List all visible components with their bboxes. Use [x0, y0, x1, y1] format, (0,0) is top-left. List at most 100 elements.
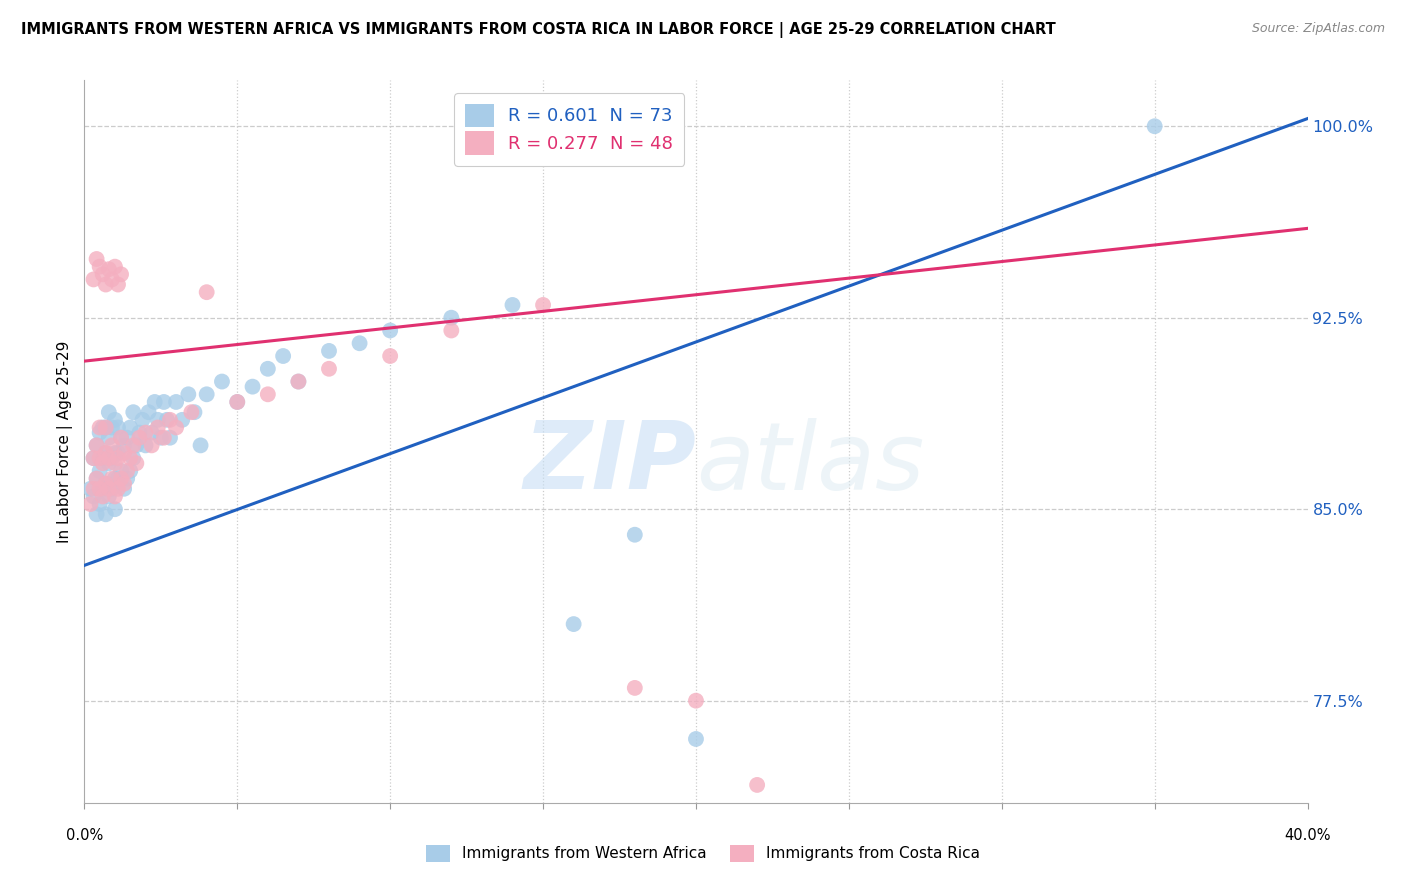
Point — [159, 413, 181, 427]
Point — [177, 387, 200, 401]
Point — [120, 451, 142, 466]
Point — [115, 431, 138, 445]
Point — [122, 405, 145, 419]
Point — [122, 451, 145, 466]
Point — [128, 431, 150, 445]
Point — [685, 731, 707, 746]
Point — [190, 438, 212, 452]
Point — [94, 476, 117, 491]
Point — [89, 464, 111, 478]
Point — [107, 451, 129, 466]
Point — [125, 438, 148, 452]
Text: ZIP: ZIP — [523, 417, 696, 509]
Point — [624, 527, 647, 541]
Point — [89, 260, 111, 274]
Point — [97, 482, 120, 496]
Point — [287, 375, 309, 389]
Point — [83, 451, 105, 466]
Point — [97, 456, 120, 470]
Point — [440, 310, 463, 325]
Point — [101, 420, 124, 434]
Point — [89, 482, 111, 496]
Point — [104, 490, 127, 504]
Point — [97, 451, 120, 466]
Point — [502, 298, 524, 312]
Point — [107, 277, 129, 292]
Point — [120, 420, 142, 434]
Point — [112, 476, 135, 491]
Point — [94, 508, 117, 522]
Text: 0.0%: 0.0% — [66, 829, 103, 843]
Point — [89, 497, 111, 511]
Point — [110, 431, 132, 445]
Point — [94, 446, 117, 460]
Point — [165, 420, 187, 434]
Point — [180, 405, 202, 419]
Point — [128, 425, 150, 440]
Point — [107, 446, 129, 460]
Point — [104, 472, 127, 486]
Point — [107, 482, 129, 496]
Point — [195, 387, 218, 401]
Point — [89, 420, 111, 434]
Point — [101, 482, 124, 496]
Point — [94, 420, 117, 434]
Point — [107, 420, 129, 434]
Point — [1143, 120, 1166, 134]
Point — [101, 438, 124, 452]
Point — [211, 375, 233, 389]
Point — [112, 482, 135, 496]
Point — [380, 323, 402, 337]
Point — [89, 425, 111, 440]
Point — [146, 413, 169, 427]
Point — [165, 395, 187, 409]
Point — [747, 778, 769, 792]
Point — [83, 451, 105, 466]
Point — [91, 482, 114, 496]
Point — [122, 438, 145, 452]
Point — [91, 420, 114, 434]
Point — [115, 464, 138, 478]
Point — [104, 260, 127, 274]
Point — [101, 472, 124, 486]
Point — [131, 413, 153, 427]
Point — [112, 438, 135, 452]
Point — [86, 508, 108, 522]
Point — [141, 425, 163, 440]
Point — [86, 438, 108, 452]
Point — [107, 472, 129, 486]
Point — [83, 272, 105, 286]
Point — [110, 472, 132, 486]
Point — [120, 464, 142, 478]
Point — [287, 375, 309, 389]
Point — [91, 490, 114, 504]
Point — [562, 617, 585, 632]
Point — [242, 379, 264, 393]
Point — [195, 285, 218, 300]
Point — [91, 456, 114, 470]
Text: 40.0%: 40.0% — [1284, 829, 1331, 843]
Legend: R = 0.601  N = 73, R = 0.277  N = 48: R = 0.601 N = 73, R = 0.277 N = 48 — [454, 93, 685, 166]
Point — [685, 694, 707, 708]
Point — [91, 451, 114, 466]
Text: IMMIGRANTS FROM WESTERN AFRICA VS IMMIGRANTS FROM COSTA RICA IN LABOR FORCE | AG: IMMIGRANTS FROM WESTERN AFRICA VS IMMIGR… — [21, 22, 1056, 38]
Point — [531, 298, 554, 312]
Legend: Immigrants from Western Africa, Immigrants from Costa Rica: Immigrants from Western Africa, Immigran… — [419, 838, 987, 868]
Point — [271, 349, 294, 363]
Point — [94, 446, 117, 460]
Point — [104, 446, 127, 460]
Point — [104, 456, 127, 470]
Point — [115, 472, 138, 486]
Point — [159, 431, 181, 445]
Point — [257, 361, 280, 376]
Point — [318, 361, 340, 376]
Point — [125, 456, 148, 470]
Point — [153, 431, 176, 445]
Point — [97, 262, 120, 277]
Point — [91, 268, 114, 282]
Point — [97, 431, 120, 445]
Y-axis label: In Labor Force | Age 25-29: In Labor Force | Age 25-29 — [58, 341, 73, 542]
Point — [112, 446, 135, 460]
Point — [86, 472, 108, 486]
Point — [183, 405, 205, 419]
